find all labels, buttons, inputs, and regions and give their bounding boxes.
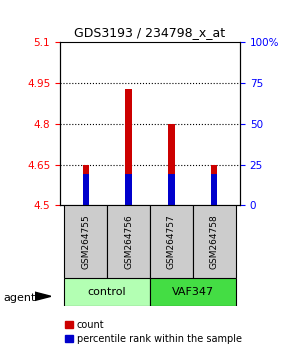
Bar	[211, 165, 218, 205]
Bar	[125, 88, 132, 205]
Bar	[82, 165, 89, 205]
Text: agent: agent	[3, 293, 35, 303]
Bar	[64, 205, 107, 278]
Text: GSM264756: GSM264756	[124, 214, 133, 269]
Bar	[211, 174, 218, 205]
Bar	[125, 174, 132, 205]
Bar	[193, 205, 236, 278]
Bar	[150, 205, 193, 278]
Text: GSM264755: GSM264755	[81, 214, 90, 269]
Text: control: control	[88, 287, 127, 297]
Bar	[64, 278, 150, 306]
Text: GSM264758: GSM264758	[210, 214, 219, 269]
Polygon shape	[34, 292, 51, 301]
Bar	[150, 278, 236, 306]
Bar	[82, 174, 89, 205]
Bar	[168, 174, 175, 205]
Bar	[168, 124, 175, 205]
Legend: count, percentile rank within the sample: count, percentile rank within the sample	[65, 320, 242, 344]
Text: GSM264757: GSM264757	[167, 214, 176, 269]
Text: VAF347: VAF347	[172, 287, 214, 297]
Title: GDS3193 / 234798_x_at: GDS3193 / 234798_x_at	[74, 25, 226, 39]
Bar	[107, 205, 150, 278]
